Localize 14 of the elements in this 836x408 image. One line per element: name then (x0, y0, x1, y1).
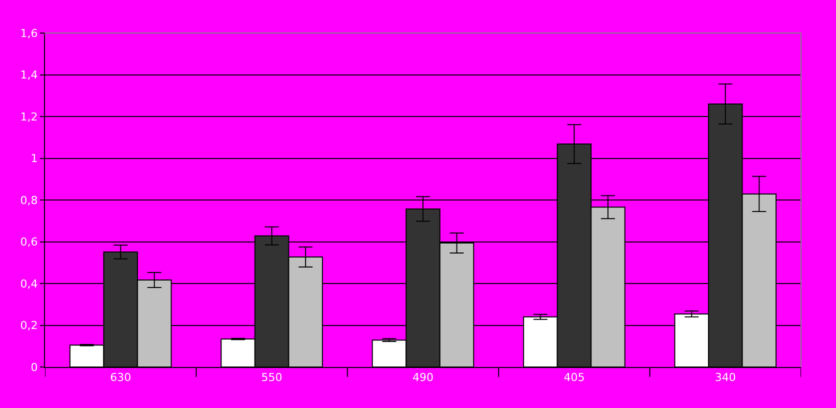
y-tick-label: 0,4 (20, 277, 38, 290)
y-tick-label: 1 (30, 152, 38, 166)
x-tick-label: 405 (564, 371, 585, 384)
x-tick-label: 550 (261, 371, 282, 384)
y-tick-label: 0,8 (20, 194, 38, 207)
x-tick-label: 630 (110, 371, 132, 384)
y-tick-label: 1,2 (20, 110, 38, 124)
y-tick-label: 1,4 (20, 68, 38, 82)
x-tick-label: 490 (412, 371, 434, 384)
x-tick-label: 340 (714, 371, 736, 384)
y-tick-label: 0,2 (20, 319, 38, 332)
y-tick-label: 1,6 (20, 26, 38, 40)
y-tick-label: 0 (30, 360, 38, 374)
y-tick-label: 0,6 (20, 236, 38, 249)
